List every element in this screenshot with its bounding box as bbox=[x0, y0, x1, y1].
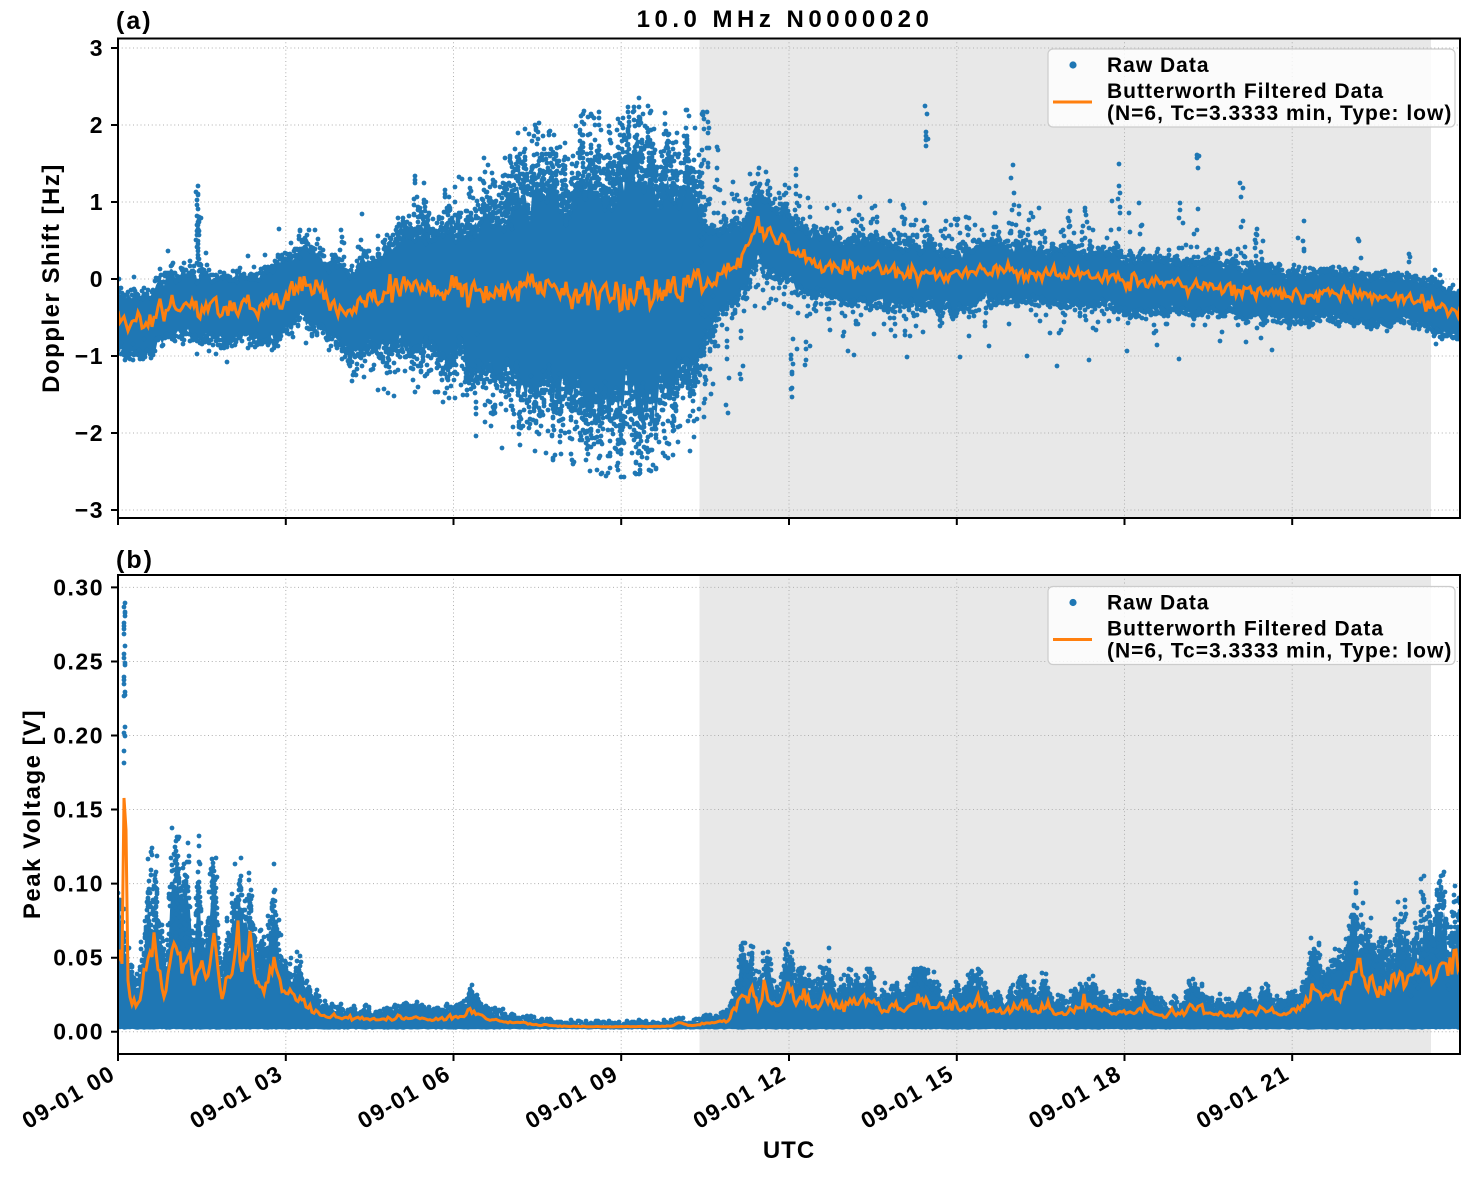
svg-text:0.20: 0.20 bbox=[53, 723, 104, 749]
svg-text:0.25: 0.25 bbox=[53, 649, 104, 675]
svg-text:0.15: 0.15 bbox=[53, 797, 104, 823]
svg-text:−1: −1 bbox=[75, 343, 104, 369]
svg-text:0.10: 0.10 bbox=[53, 871, 104, 897]
svg-text:1: 1 bbox=[90, 189, 104, 215]
svg-text:0.05: 0.05 bbox=[53, 945, 104, 971]
svg-text:(N=6, Tc=3.3333 min, Type: low: (N=6, Tc=3.3333 min, Type: low) bbox=[1107, 640, 1452, 663]
svg-text:Raw Data: Raw Data bbox=[1107, 54, 1210, 77]
svg-text:Butterworth Filtered Data: Butterworth Filtered Data bbox=[1107, 80, 1384, 103]
svg-text:0.30: 0.30 bbox=[53, 574, 104, 600]
svg-text:Peak Voltage [V]: Peak Voltage [V] bbox=[19, 709, 46, 919]
svg-text:(N=6, Tc=3.3333 min, Type: low: (N=6, Tc=3.3333 min, Type: low) bbox=[1107, 102, 1452, 125]
svg-text:Doppler Shift [Hz]: Doppler Shift [Hz] bbox=[38, 163, 65, 393]
svg-text:3: 3 bbox=[90, 35, 104, 61]
svg-text:−3: −3 bbox=[75, 497, 104, 523]
svg-text:0: 0 bbox=[90, 266, 104, 292]
svg-text:UTC: UTC bbox=[763, 1137, 815, 1164]
svg-text:2: 2 bbox=[90, 112, 104, 138]
svg-text:(a): (a) bbox=[116, 7, 153, 35]
svg-text:Butterworth Filtered Data: Butterworth Filtered Data bbox=[1107, 618, 1384, 641]
svg-text:Raw Data: Raw Data bbox=[1107, 592, 1210, 615]
svg-text:−2: −2 bbox=[75, 420, 104, 446]
svg-text:0.00: 0.00 bbox=[53, 1019, 104, 1045]
svg-text:10.0 MHz N0000020: 10.0 MHz N0000020 bbox=[637, 6, 934, 33]
svg-text:(b): (b) bbox=[116, 546, 154, 574]
